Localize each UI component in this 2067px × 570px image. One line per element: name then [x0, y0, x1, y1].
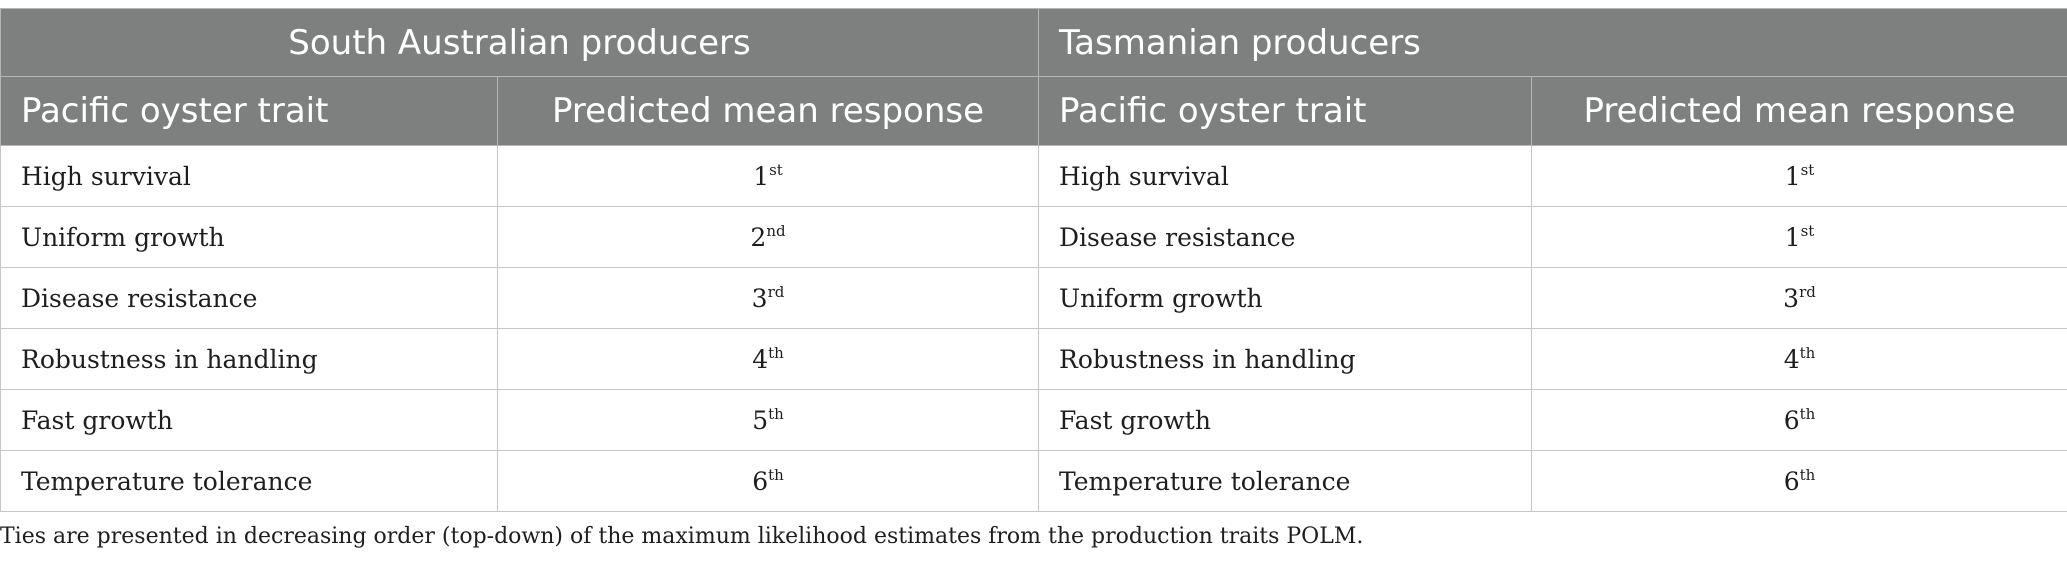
- rank-number: 6: [1783, 466, 1800, 496]
- tas-trait-cell: Temperature tolerance: [1038, 450, 1533, 512]
- column-header-tas-trait: Pacific oyster trait: [1038, 76, 1533, 146]
- sa-rank-cell: 2nd: [496, 206, 1040, 268]
- rank-suffix: th: [1799, 343, 1816, 362]
- rank-number: 1: [1784, 161, 1801, 191]
- sa-rank-cell: 3rd: [496, 267, 1040, 329]
- table-row: Fast growth 5th Fast growth 6th: [0, 389, 2067, 451]
- tas-trait-cell: Robustness in handling: [1038, 328, 1533, 390]
- tas-rank-cell: 1st: [1531, 206, 2067, 268]
- column-header-tas-response: Predicted mean response: [1531, 76, 2067, 146]
- rank-suffix: th: [768, 343, 784, 362]
- rank-suffix: st: [1800, 160, 1815, 179]
- sa-trait-cell: Temperature tolerance: [0, 450, 498, 512]
- column-header-row: Pacific oyster trait Predicted mean resp…: [0, 76, 2067, 146]
- rank-number: 5: [752, 405, 769, 435]
- rank-suffix: th: [768, 465, 784, 484]
- rank-number: 1: [1784, 222, 1801, 252]
- tas-rank-cell: 3rd: [1531, 267, 2067, 329]
- sa-trait-cell: Fast growth: [0, 389, 498, 451]
- rank-number: 1: [753, 161, 770, 191]
- oyster-trait-ranking-table: South Australian producers Tasmanian pro…: [0, 8, 2067, 512]
- sa-trait-cell: Uniform growth: [0, 206, 498, 268]
- rank-number: 6: [1783, 405, 1800, 435]
- rank-suffix: rd: [767, 282, 785, 301]
- tas-rank-cell: 4th: [1531, 328, 2067, 390]
- rank-suffix: st: [1800, 221, 1815, 240]
- tas-trait-cell: Uniform growth: [1038, 267, 1533, 329]
- table-container: South Australian producers Tasmanian pro…: [0, 8, 2067, 549]
- rank-suffix: st: [769, 160, 783, 179]
- rank-number: 3: [1783, 283, 1800, 313]
- sa-rank-cell: 4th: [496, 328, 1040, 390]
- table-row: Disease resistance 3rd Uniform growth 3r…: [0, 267, 2067, 329]
- tas-trait-cell: Disease resistance: [1038, 206, 1533, 268]
- rank-number: 6: [752, 466, 769, 496]
- table-body: High survival 1st High survival 1st Unif…: [0, 145, 2067, 512]
- group-header-tasmania: Tasmanian producers: [1038, 8, 2067, 77]
- tas-rank-cell: 6th: [1531, 389, 2067, 451]
- rank-suffix: th: [768, 404, 784, 423]
- rank-number: 4: [752, 344, 769, 374]
- column-header-sa-trait: Pacific oyster trait: [0, 76, 498, 146]
- table-row: Robustness in handling 4th Robustness in…: [0, 328, 2067, 390]
- rank-number: 2: [750, 222, 767, 252]
- sa-rank-cell: 5th: [496, 389, 1040, 451]
- group-header-row: South Australian producers Tasmanian pro…: [0, 8, 2067, 77]
- rank-number: 3: [751, 283, 768, 313]
- rank-suffix: th: [1799, 465, 1816, 484]
- tas-rank-cell: 1st: [1531, 145, 2067, 207]
- rank-suffix: rd: [1799, 282, 1816, 301]
- tas-rank-cell: 6th: [1531, 450, 2067, 512]
- group-header-south-australia: South Australian producers: [0, 8, 1040, 77]
- column-header-sa-response: Predicted mean response: [496, 76, 1040, 146]
- tas-trait-cell: Fast growth: [1038, 389, 1533, 451]
- tas-trait-cell: High survival: [1038, 145, 1533, 207]
- table-header: South Australian producers Tasmanian pro…: [0, 8, 2067, 146]
- table-row: Uniform growth 2nd Disease resistance 1s…: [0, 206, 2067, 268]
- table-footnote: Ties are presented in decreasing order (…: [0, 524, 1364, 549]
- rank-suffix: nd: [766, 221, 786, 240]
- sa-trait-cell: High survival: [0, 145, 498, 207]
- rank-suffix: th: [1799, 404, 1816, 423]
- table-row: Temperature tolerance 6th Temperature to…: [0, 450, 2067, 512]
- sa-rank-cell: 6th: [496, 450, 1040, 512]
- table-row: High survival 1st High survival 1st: [0, 145, 2067, 207]
- sa-rank-cell: 1st: [496, 145, 1040, 207]
- sa-trait-cell: Disease resistance: [0, 267, 498, 329]
- sa-trait-cell: Robustness in handling: [0, 328, 498, 390]
- rank-number: 4: [1783, 344, 1800, 374]
